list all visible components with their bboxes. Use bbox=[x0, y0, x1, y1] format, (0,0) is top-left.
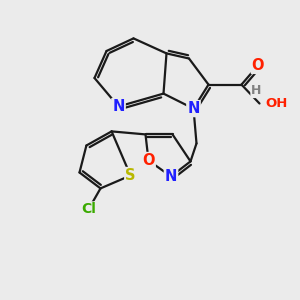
Text: N: N bbox=[165, 169, 177, 184]
Text: H: H bbox=[251, 84, 262, 97]
Text: S: S bbox=[125, 168, 136, 183]
Text: O: O bbox=[252, 58, 264, 73]
Text: O: O bbox=[142, 153, 155, 168]
Text: OH: OH bbox=[265, 97, 287, 110]
Text: N: N bbox=[187, 101, 200, 116]
Text: N: N bbox=[112, 99, 125, 114]
Text: Cl: Cl bbox=[81, 202, 96, 216]
